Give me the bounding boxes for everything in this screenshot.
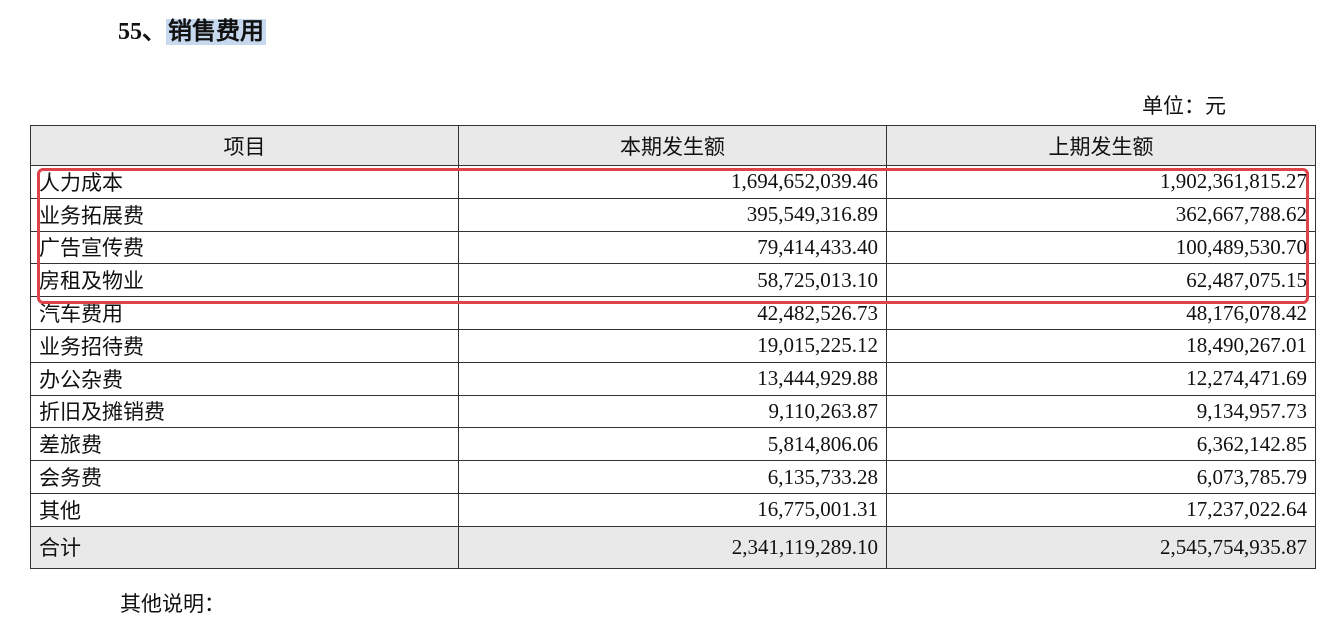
section-title: 55、销售费用 [118,14,266,50]
unit-label: 单位：元 [1142,94,1226,118]
amount-cell: 1,694,652,039.46 [458,165,887,199]
amount-cell: 5,814,806.06 [458,427,887,462]
item-cell: 汽车费用 [30,296,459,330]
amount-cell: 48,176,078.42 [886,296,1316,330]
column-header: 上期发生额 [886,125,1316,166]
data-row: 业务拓展费 395,549,316.89 362,667,788.62 [30,197,1316,232]
amount-cell: 6,135,733.28 [458,460,887,494]
item-cell: 合计 [30,525,459,569]
amount-cell: 2,341,119,289.10 [458,525,887,569]
footer-note: 其他说明： [120,592,225,616]
amount-cell: 12,274,471.69 [886,361,1316,396]
section-number: 55、 [118,19,166,45]
amount-cell: 2,545,754,935.87 [886,525,1316,569]
total-row: 合计 2,341,119,289.10 2,545,754,935.87 [30,525,1316,569]
item-cell: 业务拓展费 [30,197,459,232]
amount-cell: 6,073,785.79 [886,460,1316,494]
amount-cell: 9,134,957.73 [886,394,1316,429]
data-row: 折旧及摊销费 9,110,263.87 9,134,957.73 [30,394,1316,429]
amount-cell: 79,414,433.40 [458,230,887,265]
amount-cell: 100,489,530.70 [886,230,1316,265]
amount-cell: 19,015,225.12 [458,328,887,363]
data-row: 广告宣传费 79,414,433.40 100,489,530.70 [30,230,1316,265]
item-cell: 业务招待费 [30,328,459,363]
amount-cell: 16,775,001.31 [458,492,887,527]
column-header: 项目 [30,125,459,166]
item-cell: 房租及物业 [30,263,459,298]
amount-cell: 58,725,013.10 [458,263,887,298]
column-header: 本期发生额 [458,125,887,166]
item-cell: 人力成本 [30,165,459,199]
item-cell: 广告宣传费 [30,230,459,265]
data-row: 会务费 6,135,733.28 6,073,785.79 [30,460,1316,494]
data-row: 房租及物业 58,725,013.10 62,487,075.15 [30,263,1316,298]
item-cell: 差旅费 [30,427,459,462]
amount-cell: 17,237,022.64 [886,492,1316,527]
item-cell: 其他 [30,492,459,527]
amount-cell: 9,110,263.87 [458,394,887,429]
data-row: 业务招待费 19,015,225.12 18,490,267.01 [30,328,1316,363]
amount-cell: 1,902,361,815.27 [886,165,1316,199]
amount-cell: 42,482,526.73 [458,296,887,330]
header-row: 项目 本期发生额 上期发生额 [30,125,1316,166]
data-row: 汽车费用 42,482,526.73 48,176,078.42 [30,296,1316,330]
data-row: 办公杂费 13,444,929.88 12,274,471.69 [30,361,1316,396]
expense-table: 项目 本期发生额 上期发生额 人力成本 1,694,652,039.46 1,902,3… [30,125,1316,569]
title-text: 销售费用 [166,19,266,45]
amount-cell: 13,444,929.88 [458,361,887,396]
amount-cell: 62,487,075.15 [886,263,1316,298]
item-cell: 会务费 [30,460,459,494]
item-cell: 折旧及摊销费 [30,394,459,429]
data-row: 人力成本 1,694,652,039.46 1,902,361,815.27 [30,165,1316,199]
data-row: 其他 16,775,001.31 17,237,022.64 [30,492,1316,527]
data-row: 差旅费 5,814,806.06 6,362,142.85 [30,427,1316,462]
amount-cell: 6,362,142.85 [886,427,1316,462]
item-cell: 办公杂费 [30,361,459,396]
amount-cell: 362,667,788.62 [886,197,1316,232]
amount-cell: 395,549,316.89 [458,197,887,232]
amount-cell: 18,490,267.01 [886,328,1316,363]
